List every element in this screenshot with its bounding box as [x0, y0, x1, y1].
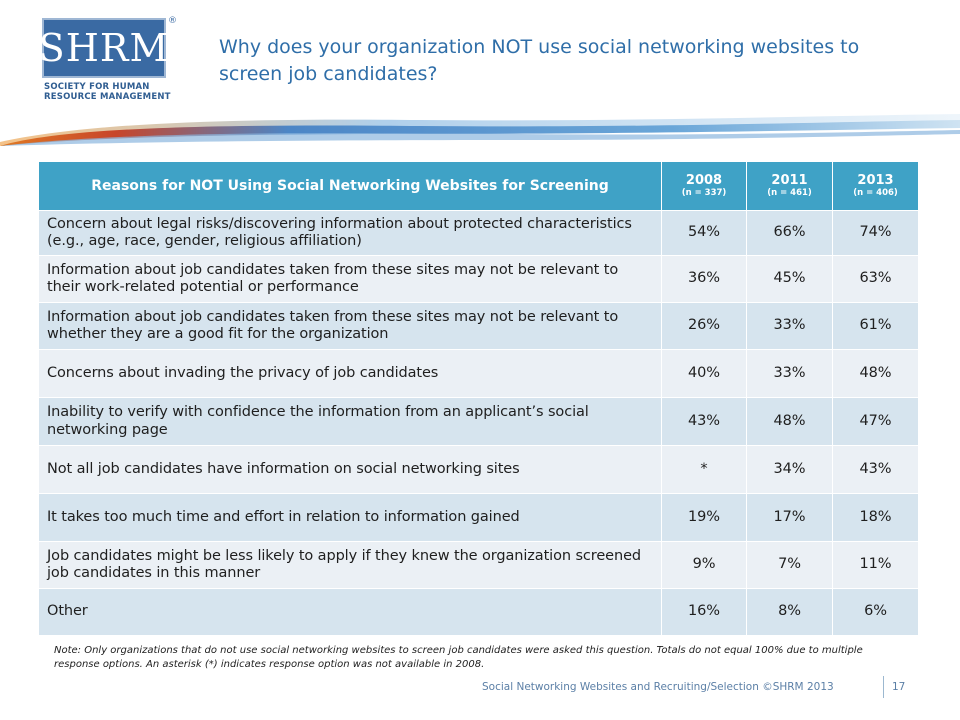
table-row: Inability to verify with confidence the …	[38, 397, 919, 446]
value-2008-cell: 19%	[661, 493, 747, 542]
value-2008-cell: 26%	[661, 302, 747, 350]
value-2011-cell: 48%	[746, 397, 833, 446]
reason-cell: Job candidates might be less likely to a…	[38, 541, 662, 589]
value-2008-cell: 54%	[661, 210, 747, 256]
table-row: Other 16% 8% 6%	[38, 588, 919, 636]
value-2008-cell: 43%	[661, 397, 747, 446]
logo-subtitle: SOCIETY FOR HUMAN RESOURCE MANAGEMENT	[44, 82, 184, 102]
value-2013-cell: 11%	[832, 541, 919, 589]
reason-cell: Not all job candidates have information …	[38, 445, 662, 494]
logo-mark-box: SHRM	[39, 18, 168, 78]
slide-title: Why does your organization NOT use socia…	[219, 36, 860, 85]
table-header-row: Reasons for NOT Using Social Networking …	[38, 161, 919, 211]
reasons-table: Reasons for NOT Using Social Networking …	[38, 161, 919, 636]
value-2013-cell: 6%	[832, 588, 919, 636]
table-row: Concern about legal risks/discovering in…	[38, 210, 919, 256]
header-year-2008: 2008 (n = 337)	[661, 161, 747, 211]
value-2013-cell: 47%	[832, 397, 919, 446]
header-year-label: 2008	[685, 173, 723, 188]
header-year-2011: 2011 (n = 461)	[746, 161, 833, 211]
value-2013-cell: 43%	[832, 445, 919, 494]
value-2011-cell: 8%	[746, 588, 833, 636]
value-2011-cell: 33%	[746, 349, 833, 398]
footer-divider	[883, 676, 884, 698]
header-sample-size: (n = 406)	[853, 188, 898, 198]
value-2013-cell: 74%	[832, 210, 919, 256]
value-2011-cell: 17%	[746, 493, 833, 542]
decorative-swoosh-banner	[0, 114, 960, 146]
reason-cell: Information about job candidates taken f…	[38, 255, 662, 303]
reasons-table-container: Reasons for NOT Using Social Networking …	[38, 161, 919, 638]
header-year-2013: 2013 (n = 406)	[832, 161, 919, 211]
reason-cell: Information about job candidates taken f…	[38, 302, 662, 350]
shrm-logo: SHRM ® SOCIETY FOR HUMAN RESOURCE MANAGE…	[39, 14, 180, 106]
header-year-label: 2011	[771, 173, 808, 188]
header-sample-size: (n = 337)	[681, 188, 727, 198]
value-2013-cell: 61%	[832, 302, 919, 350]
value-2008-cell: 9%	[661, 541, 747, 589]
value-2008-cell: 40%	[661, 349, 747, 398]
value-2008-cell: 16%	[661, 588, 747, 636]
value-2011-cell: 34%	[746, 445, 833, 494]
footnote: Note: Only organizations that do not use…	[54, 645, 863, 670]
reason-cell: Other	[38, 588, 662, 636]
page-number: 17	[892, 681, 906, 693]
reason-cell: It takes too much time and effort in rel…	[38, 493, 662, 542]
value-2011-cell: 66%	[746, 210, 833, 256]
table-row: Information about job candidates taken f…	[38, 302, 919, 350]
footer-source: Social Networking Websites and Recruitin…	[482, 681, 834, 693]
logo-registered-mark: ®	[168, 16, 177, 26]
header-reason: Reasons for NOT Using Social Networking …	[38, 161, 662, 211]
value-2011-cell: 33%	[746, 302, 833, 350]
value-2013-cell: 18%	[832, 493, 919, 542]
value-2008-cell: *	[661, 445, 747, 494]
value-2013-cell: 63%	[832, 255, 919, 303]
table-row: Job candidates might be less likely to a…	[38, 541, 919, 589]
reason-cell: Concern about legal risks/discovering in…	[38, 210, 662, 256]
table-row: Concerns about invading the privacy of j…	[38, 349, 919, 398]
logo-subtitle-line2: RESOURCE MANAGEMENT	[44, 92, 171, 102]
value-2013-cell: 48%	[832, 349, 919, 398]
header-sample-size: (n = 461)	[767, 188, 812, 198]
table-row: Not all job candidates have information …	[38, 445, 919, 494]
table-row: Information about job candidates taken f…	[38, 255, 919, 303]
logo-subtitle-line1: SOCIETY FOR HUMAN	[44, 82, 150, 92]
value-2011-cell: 45%	[746, 255, 833, 303]
reason-cell: Concerns about invading the privacy of j…	[38, 349, 662, 398]
reason-cell: Inability to verify with confidence the …	[38, 397, 662, 446]
header-year-label: 2013	[857, 173, 894, 188]
value-2011-cell: 7%	[746, 541, 833, 589]
table-row: It takes too much time and effort in rel…	[38, 493, 919, 542]
value-2008-cell: 36%	[661, 255, 747, 303]
logo-mark: SHRM	[38, 26, 170, 70]
